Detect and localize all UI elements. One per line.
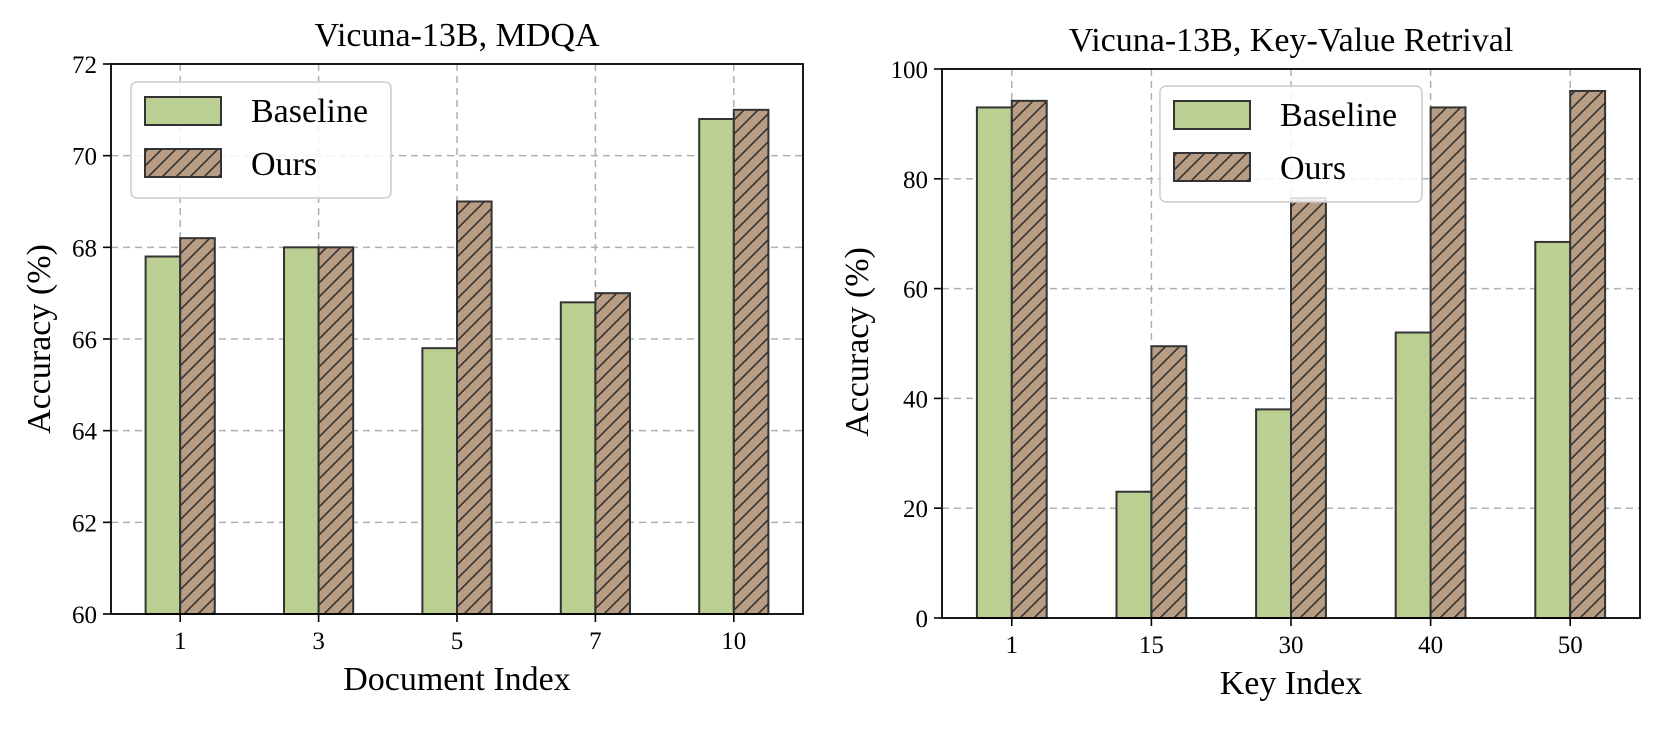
legend-label-ours: Ours bbox=[1280, 150, 1346, 187]
bar-ours bbox=[1150, 345, 1188, 619]
bar-baseline bbox=[1394, 331, 1432, 619]
chart-title: Vicuna-13B, Key-Value Retrival bbox=[1069, 22, 1514, 59]
y-tick-label: 100 bbox=[891, 57, 929, 84]
x-tick-label: 3 bbox=[312, 628, 325, 655]
bar-ours bbox=[456, 200, 493, 615]
y-tick-label: 20 bbox=[903, 496, 928, 523]
y-tick-label: 70 bbox=[72, 144, 97, 171]
x-tick-label: 50 bbox=[1558, 632, 1583, 659]
bar-baseline bbox=[421, 347, 458, 615]
bars bbox=[144, 108, 770, 616]
y-tick-label: 64 bbox=[72, 419, 98, 446]
bar-ours bbox=[1010, 99, 1048, 620]
y-tick-label: 66 bbox=[72, 327, 97, 354]
bar-baseline bbox=[1115, 490, 1153, 620]
legend-swatch-ours bbox=[1173, 152, 1251, 182]
legend-label-ours: Ours bbox=[251, 146, 317, 183]
y-tick-label: 0 bbox=[916, 606, 929, 633]
bar-ours bbox=[594, 292, 632, 615]
y-axis-label: Accuracy (%) bbox=[839, 247, 876, 437]
bar-baseline bbox=[283, 246, 320, 615]
bar-ours bbox=[732, 108, 770, 615]
legend-label-baseline: Baseline bbox=[251, 93, 368, 130]
x-tick-label: 1 bbox=[174, 628, 187, 655]
bar-baseline bbox=[559, 301, 597, 615]
x-tick-label: 1 bbox=[1006, 632, 1019, 659]
y-axis-label: Accuracy (%) bbox=[21, 244, 58, 434]
x-tick-label: 5 bbox=[451, 628, 464, 655]
bar-ours bbox=[1429, 106, 1467, 620]
bar-baseline bbox=[1255, 408, 1292, 619]
y-tick-label: 40 bbox=[903, 386, 928, 413]
legend-swatch-baseline bbox=[1173, 100, 1251, 130]
bar-ours bbox=[179, 237, 216, 616]
x-tick-label: 10 bbox=[721, 628, 746, 655]
x-axis-label: Document Index bbox=[343, 661, 571, 698]
y-tick-label: 62 bbox=[72, 510, 97, 537]
chart-title: Vicuna-13B, MDQA bbox=[314, 17, 599, 54]
x-tick-label: 7 bbox=[589, 628, 602, 655]
plot-frame bbox=[941, 68, 1641, 619]
y-tick-label: 60 bbox=[903, 277, 928, 304]
y-tick-label: 72 bbox=[72, 52, 97, 79]
chart-panel-key-value: Vicuna-13B, Key-Value Retrival 0 20 40 60 80… bbox=[839, 22, 1641, 702]
legend-swatch-ours bbox=[144, 148, 222, 178]
y-tick-label: 60 bbox=[72, 602, 97, 629]
plot-frame bbox=[110, 63, 804, 615]
bar-ours bbox=[317, 246, 355, 615]
x-tick-label: 30 bbox=[1279, 632, 1304, 659]
bar-baseline bbox=[1534, 240, 1572, 619]
legend-swatch-baseline bbox=[144, 96, 222, 126]
x-axis-label: Key Index bbox=[1220, 665, 1363, 702]
legend: Baseline Ours bbox=[1159, 85, 1423, 203]
legend-label-baseline: Baseline bbox=[1280, 97, 1397, 134]
ticks: 0 20 40 60 80 100 1 15 30 40 50 bbox=[891, 57, 1583, 659]
bar-ours bbox=[1569, 89, 1607, 619]
bar-baseline bbox=[144, 255, 182, 615]
bars bbox=[975, 89, 1607, 620]
bar-ours bbox=[1290, 197, 1327, 619]
legend: Baseline Ours bbox=[130, 81, 392, 199]
x-tick-label: 40 bbox=[1418, 632, 1443, 659]
y-tick-label: 80 bbox=[903, 167, 928, 194]
chart-panel-mdqa: Vicuna-13B, MDQA 60 62 64 66 68 70 72 1 3 5 7 10 Do… bbox=[21, 17, 804, 698]
ticks: 60 62 64 66 68 70 72 1 3 5 7 10 bbox=[72, 52, 746, 655]
y-tick-label: 68 bbox=[72, 235, 97, 262]
x-tick-label: 15 bbox=[1139, 632, 1164, 659]
bar-baseline bbox=[698, 118, 735, 615]
bar-baseline bbox=[975, 106, 1013, 620]
